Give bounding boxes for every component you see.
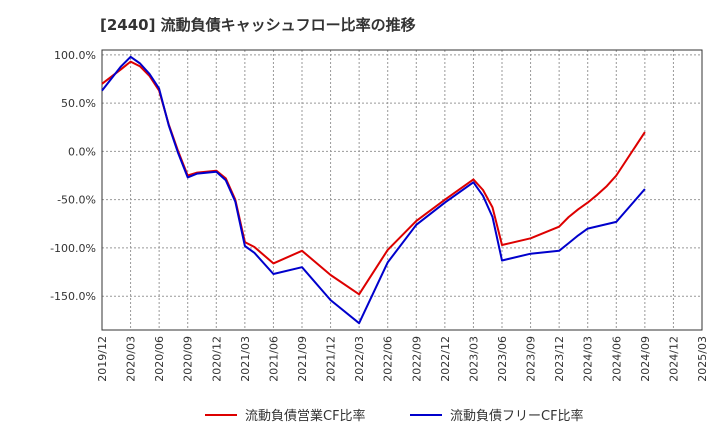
series-group [101,55,646,325]
legend: 流動負債営業CF比率 流動負債フリーCF比率 [205,408,584,424]
y-axis: 100.0% 50.0% 0.0% -50.0% -100.0% -150.0% [50,49,96,303]
x-tick-label: 2023/12 [553,336,566,382]
x-tick-label: 2024/09 [639,336,652,382]
y-tick-label: -100.0% [50,242,96,255]
chart-title: [2440] 流動負債キャッシュフロー比率の推移 [100,16,416,34]
y-tick-label: -50.0% [57,194,96,207]
x-tick-label: 2021/12 [325,336,338,382]
x-tick-label: 2024/03 [582,336,595,382]
x-tick-label: 2022/06 [382,336,395,382]
x-tick-label: 2020/03 [125,336,138,382]
x-tick-label: 2025/03 [696,336,709,382]
legend-label-2: 流動負債フリーCF比率 [450,408,584,424]
x-axis: 2019/12 2020/03 2020/06 2020/09 2020/12 2021/… [96,336,709,382]
y-tick-label: -150.0% [50,290,96,303]
series-line-1 [101,60,646,296]
x-tick-label: 2023/03 [467,336,480,382]
x-tick-label: 2020/09 [182,336,195,382]
x-tick-label: 2021/03 [239,336,252,382]
y-tick-label: 50.0% [61,97,96,110]
x-tick-label: 2021/09 [296,336,309,382]
series-line-2 [101,55,646,325]
y-tick-label: 100.0% [54,49,96,62]
x-tick-label: 2023/09 [525,336,538,382]
x-tick-label: 2022/09 [410,336,423,382]
y-tick-label: 0.0% [68,145,96,158]
x-tick-label: 2020/12 [210,336,223,382]
x-tick-label: 2022/12 [439,336,452,382]
grid [101,50,703,330]
x-tick-label: 2020/06 [153,336,166,382]
x-tick-label: 2019/12 [96,336,109,382]
x-tick-label: 2022/03 [353,336,366,382]
legend-label-1: 流動負債営業CF比率 [245,408,366,424]
x-tick-label: 2024/06 [610,336,623,382]
x-tick-label: 2023/06 [496,336,509,382]
plot-area [101,49,703,331]
x-tick-label: 2024/12 [667,336,680,382]
x-tick-label: 2021/06 [267,336,280,382]
